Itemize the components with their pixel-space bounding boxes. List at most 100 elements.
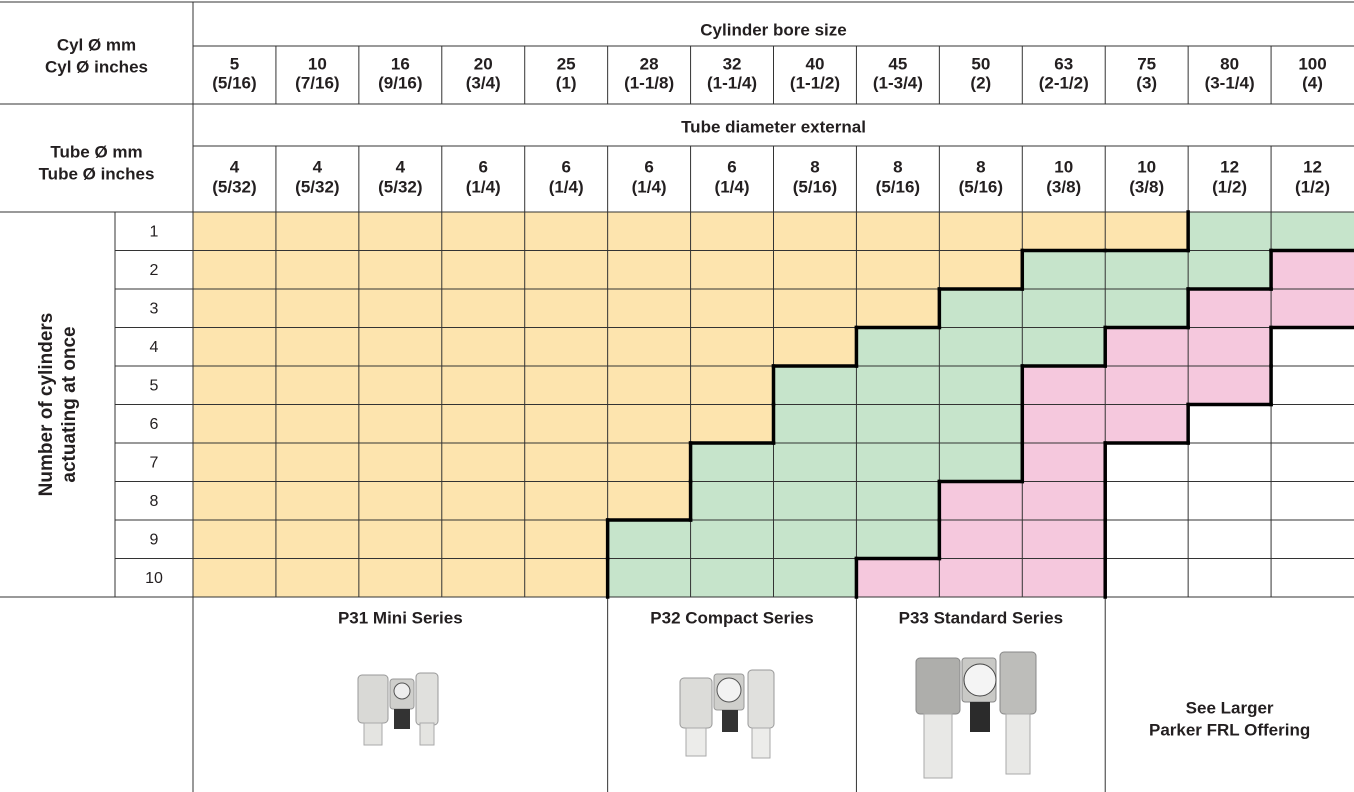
cell bbox=[1022, 251, 1105, 290]
tube-mm: 8 bbox=[893, 157, 902, 176]
cell bbox=[939, 366, 1022, 405]
cell bbox=[359, 289, 442, 328]
bore-mm: 100 bbox=[1298, 54, 1326, 73]
cell bbox=[774, 251, 857, 290]
cell bbox=[1105, 405, 1188, 444]
bore-title: Cylinder bore size bbox=[700, 20, 846, 39]
cell bbox=[193, 482, 276, 521]
cell bbox=[939, 443, 1022, 482]
cell bbox=[359, 405, 442, 444]
series-name: P31 Mini Series bbox=[338, 608, 463, 627]
row-label: 10 bbox=[145, 570, 163, 587]
cell bbox=[193, 328, 276, 367]
cell bbox=[774, 405, 857, 444]
cell bbox=[1271, 482, 1354, 521]
p31-product-image bbox=[358, 673, 438, 745]
cell bbox=[193, 366, 276, 405]
cell bbox=[525, 251, 608, 290]
tube-inches: (1/2) bbox=[1295, 177, 1330, 196]
bore-mm: 25 bbox=[557, 54, 576, 73]
tube-inches: (5/32) bbox=[212, 177, 256, 196]
cell bbox=[525, 366, 608, 405]
cell bbox=[276, 328, 359, 367]
cell bbox=[442, 251, 525, 290]
tube-mm: 8 bbox=[976, 157, 985, 176]
cell bbox=[276, 251, 359, 290]
bore-inches: (3/4) bbox=[466, 73, 501, 92]
cell bbox=[1105, 443, 1188, 482]
tube-mm: 6 bbox=[644, 157, 653, 176]
bore-inches: (5/16) bbox=[212, 73, 256, 92]
cell bbox=[608, 366, 691, 405]
cell bbox=[691, 443, 774, 482]
cell bbox=[1105, 328, 1188, 367]
bore-mm: 16 bbox=[391, 54, 410, 73]
cell bbox=[525, 289, 608, 328]
cell bbox=[856, 328, 939, 367]
bore-inches: (1-1/8) bbox=[624, 73, 674, 92]
cell bbox=[1271, 328, 1354, 367]
bore-inches: (2) bbox=[970, 73, 991, 92]
see-larger: Parker FRL Offering bbox=[1149, 720, 1310, 739]
cell bbox=[525, 559, 608, 598]
row-label: 5 bbox=[150, 377, 159, 394]
tube-inches: (1/4) bbox=[632, 177, 667, 196]
tube-label: Tube Ø mm bbox=[50, 142, 142, 161]
cell bbox=[359, 482, 442, 521]
row-label: 3 bbox=[150, 300, 159, 317]
tube-inches: (1/4) bbox=[715, 177, 750, 196]
bore-mm: 5 bbox=[230, 54, 239, 73]
cell bbox=[1022, 212, 1105, 251]
cell bbox=[774, 520, 857, 559]
bore-inches: (9/16) bbox=[378, 73, 422, 92]
cell bbox=[1022, 520, 1105, 559]
cell bbox=[774, 328, 857, 367]
cell bbox=[193, 251, 276, 290]
row-label: 4 bbox=[150, 339, 159, 356]
cell bbox=[1105, 520, 1188, 559]
cell bbox=[939, 559, 1022, 598]
cell bbox=[856, 482, 939, 521]
bore-inches: (4) bbox=[1302, 73, 1323, 92]
cell bbox=[1022, 443, 1105, 482]
tube-inches: (1/4) bbox=[466, 177, 501, 196]
cell bbox=[1188, 559, 1271, 598]
bore-mm: 28 bbox=[640, 54, 659, 73]
tube-mm: 4 bbox=[396, 157, 406, 176]
page: {"header": { "cyl_label": ["Cyl Ø mm", "… bbox=[0, 0, 1354, 792]
cell bbox=[774, 366, 857, 405]
cell bbox=[359, 366, 442, 405]
cell bbox=[193, 559, 276, 598]
cell bbox=[1271, 405, 1354, 444]
cell bbox=[276, 366, 359, 405]
cell bbox=[276, 212, 359, 251]
cell bbox=[939, 212, 1022, 251]
cell bbox=[856, 289, 939, 328]
see-larger: See Larger bbox=[1186, 698, 1274, 717]
cell bbox=[1271, 443, 1354, 482]
cell bbox=[1105, 289, 1188, 328]
row-axis-label: Number of cylinders bbox=[36, 313, 57, 497]
bore-inches: (1-3/4) bbox=[873, 73, 923, 92]
cell bbox=[442, 212, 525, 251]
cell bbox=[1022, 559, 1105, 598]
cell bbox=[276, 289, 359, 328]
cell bbox=[193, 520, 276, 559]
tube-mm: 8 bbox=[810, 157, 819, 176]
cell bbox=[359, 443, 442, 482]
cell bbox=[525, 405, 608, 444]
cell bbox=[276, 482, 359, 521]
cell bbox=[1105, 251, 1188, 290]
cell bbox=[1105, 366, 1188, 405]
cell bbox=[856, 251, 939, 290]
cell bbox=[1188, 366, 1271, 405]
cell bbox=[359, 559, 442, 598]
cell bbox=[691, 212, 774, 251]
tube-mm: 4 bbox=[230, 157, 240, 176]
cell bbox=[442, 559, 525, 598]
cell bbox=[1188, 520, 1271, 559]
tube-mm: 12 bbox=[1220, 157, 1239, 176]
row-label: 2 bbox=[150, 262, 159, 279]
cell bbox=[1022, 289, 1105, 328]
cell bbox=[939, 520, 1022, 559]
